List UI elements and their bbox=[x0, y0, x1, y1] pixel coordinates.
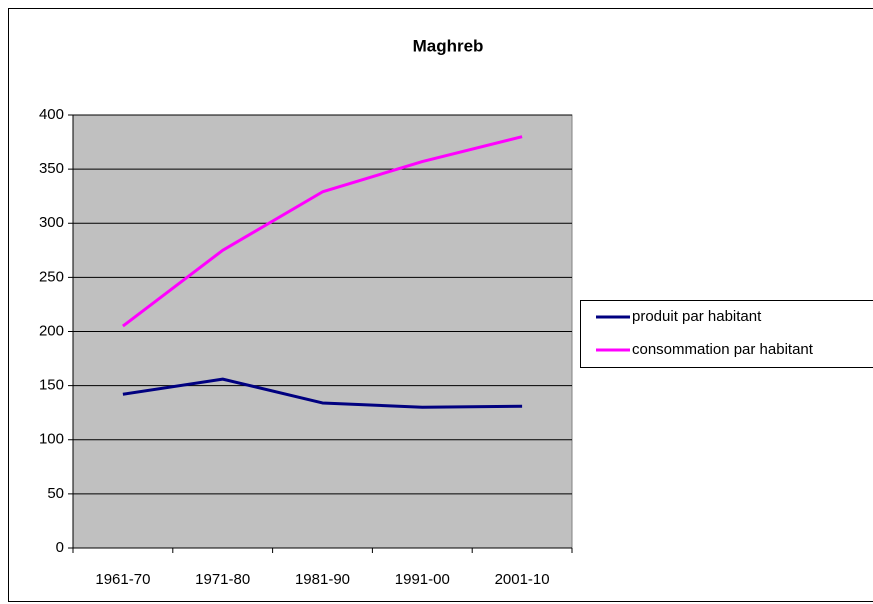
y-tick-label: 0 bbox=[56, 539, 64, 556]
x-tick-label: 1971-80 bbox=[195, 571, 250, 588]
y-tick-label: 300 bbox=[39, 214, 64, 231]
y-tick-label: 50 bbox=[47, 485, 64, 502]
series-line bbox=[121, 135, 523, 328]
x-tick-label: 1981-90 bbox=[295, 571, 350, 588]
y-tick-label: 250 bbox=[39, 268, 64, 285]
y-tick-label: 400 bbox=[39, 106, 64, 123]
legend-label: produit par habitant bbox=[632, 308, 762, 325]
y-tick-label: 150 bbox=[39, 377, 64, 394]
x-tick-label: 2001-10 bbox=[495, 571, 550, 588]
chart-title: Maghreb bbox=[413, 36, 484, 55]
legend-box bbox=[580, 300, 873, 368]
x-tick-label: 1961-70 bbox=[95, 571, 150, 588]
x-tick-label: 1991-00 bbox=[395, 571, 450, 588]
y-tick-label: 200 bbox=[39, 322, 64, 339]
y-tick-label: 350 bbox=[39, 160, 64, 177]
legend-label: consommation par habitant bbox=[632, 341, 814, 358]
series-line bbox=[122, 377, 523, 409]
y-tick-label: 100 bbox=[39, 431, 64, 448]
